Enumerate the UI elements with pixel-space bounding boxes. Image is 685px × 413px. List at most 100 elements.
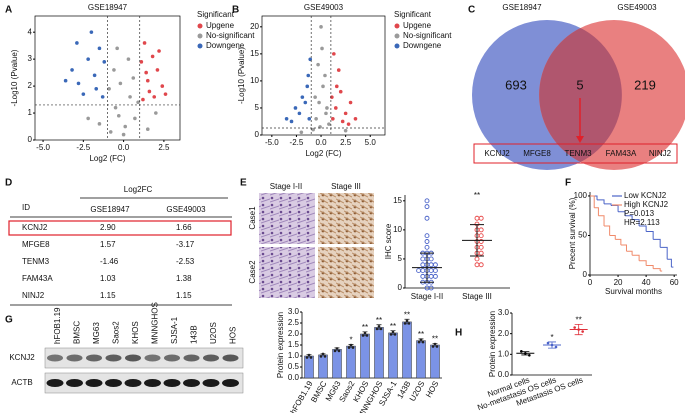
point [424, 198, 430, 204]
y-tick-label: 5 [255, 103, 260, 112]
y-axis-label: -Log10 (Pvalue) [10, 49, 19, 106]
band [66, 354, 83, 362]
point [113, 105, 118, 110]
point [142, 41, 147, 45]
x-tick-label: 0 [588, 278, 593, 287]
table-body: KCNJ2 2.90 1.66 MFGE8 1.57 -3.17 TENM3 -1.46 -2.… [22, 223, 195, 300]
axis [404, 195, 510, 289]
y-tick-label: 0 [28, 135, 33, 144]
point [86, 116, 90, 121]
point [289, 119, 294, 124]
replicate-dot [573, 326, 576, 329]
y-tick-label: 2 [28, 81, 33, 90]
ihc-row: Case1 [248, 206, 257, 230]
survival-step [646, 231, 654, 240]
point [131, 76, 136, 80]
legend-marker [394, 33, 400, 39]
x-tick-label: -5.0 [36, 143, 50, 152]
significance: * [349, 335, 352, 344]
survival-step [611, 204, 619, 212]
bar [430, 344, 440, 379]
point [97, 46, 102, 51]
table-header: GSE49003 [166, 205, 206, 214]
replicate-dot [319, 355, 323, 358]
band [105, 379, 122, 387]
replicate-dot [323, 355, 327, 358]
band [125, 354, 141, 362]
venn-overlap [539, 28, 622, 162]
replicate-dot [377, 325, 381, 328]
replicate-dot [305, 356, 309, 359]
point [94, 86, 99, 91]
sd-bar [420, 252, 434, 283]
x-tick-label: 2.5 [158, 143, 170, 152]
point [102, 60, 107, 64]
y-tick-label: 1.0 [498, 349, 510, 358]
point [478, 244, 484, 250]
point [316, 62, 320, 67]
point [92, 73, 97, 78]
point [317, 100, 321, 105]
survival-step [639, 260, 647, 266]
replicate-dot [431, 345, 435, 348]
point [300, 95, 305, 99]
point [144, 70, 148, 75]
survival-step [667, 258, 672, 268]
table-cell: MFGE8 [22, 240, 50, 249]
replicate-dot [379, 327, 383, 331]
bar [416, 340, 426, 379]
point [478, 227, 484, 233]
point [320, 46, 324, 51]
band [183, 379, 200, 387]
survival-step [625, 215, 633, 220]
arrow-head [576, 136, 584, 143]
point [428, 256, 434, 262]
replicate-dot [321, 352, 325, 356]
table-cell: KCNJ2 [22, 223, 48, 232]
point [136, 100, 140, 105]
point [424, 244, 430, 250]
point [97, 122, 102, 126]
venn-set: GSE49003 [617, 3, 657, 12]
band [66, 379, 83, 387]
bar [346, 345, 356, 379]
panel-label: B [232, 5, 239, 16]
point [321, 84, 325, 89]
legend-label: No-significant [403, 31, 452, 40]
table-cell: 1.57 [100, 240, 116, 249]
survival-step [598, 215, 605, 226]
replicate-dot [389, 333, 393, 336]
y-tick-label: 2.0 [498, 329, 510, 338]
point [133, 116, 137, 121]
y-tick-label: 1 [28, 108, 33, 117]
venn-count: 5 [576, 77, 583, 92]
chart-title: GSE18947 [88, 3, 128, 12]
legend-label: High KCNJ2 [624, 200, 669, 209]
panel-label: E [240, 178, 247, 189]
point [424, 215, 430, 221]
point [121, 132, 126, 137]
band [202, 379, 220, 387]
point [163, 92, 168, 96]
replicate-dot [349, 343, 353, 347]
table-cell: -3.17 [176, 240, 195, 249]
band [183, 354, 200, 362]
panel-label: G [5, 315, 13, 326]
replicate-dot [393, 333, 397, 336]
point [474, 262, 480, 268]
point [123, 124, 128, 129]
ihc-row: Case2 [248, 260, 257, 284]
point [428, 273, 434, 279]
point [478, 239, 484, 244]
replicate-dot [421, 340, 425, 344]
point [343, 111, 348, 116]
replicate-dot [550, 343, 554, 347]
point [152, 95, 157, 99]
band [222, 354, 239, 362]
point [299, 130, 304, 135]
survival-step [626, 250, 633, 256]
y-tick-label: 0 [255, 130, 260, 139]
venn-count: 219 [634, 77, 656, 92]
x-tick-label: Stage III [462, 292, 492, 301]
legend-label: Upgene [403, 21, 432, 30]
